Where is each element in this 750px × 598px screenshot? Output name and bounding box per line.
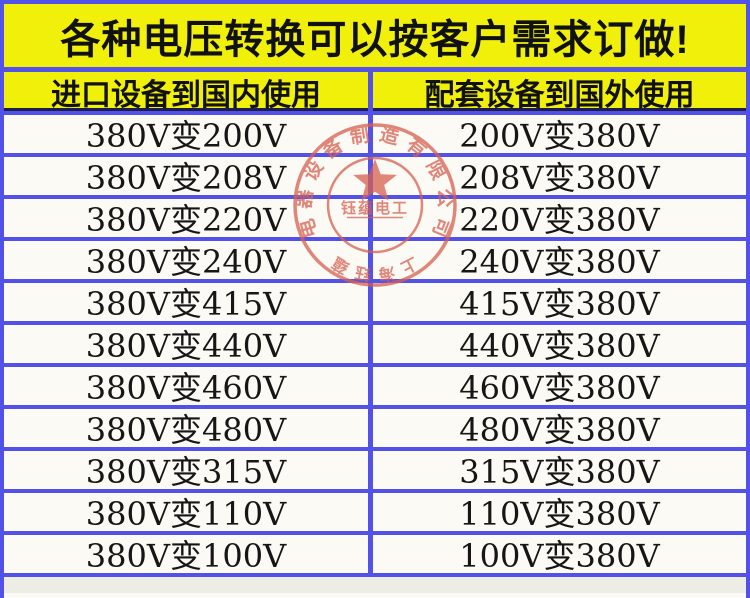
table-cell-export: 220V变380V [373,199,746,241]
table-cell-import: 380V变100V [4,535,373,577]
table-cell-export: 240V变380V [373,241,746,283]
table-cell-import: 380V变200V [4,115,373,157]
table-cell-import: 380V变440V [4,325,373,367]
table-cell-export: 480V变380V [373,409,746,451]
table-cell-export: 208V变380V [373,157,746,199]
table-cell-export: 415V变380V [373,283,746,325]
table-cell-import: 380V变315V [4,451,373,493]
bottom-cropped-row [4,577,746,593]
table-cell-import: 380V变240V [4,241,373,283]
table-cell-export: 110V变380V [373,493,746,535]
table-cell-import: 380V变208V [4,157,373,199]
column-header-export: 配套设备到国外使用 [373,72,746,115]
table-cell-export: 315V变380V [373,451,746,493]
table-cell-export: 100V变380V [373,535,746,577]
column-header-import: 进口设备到国内使用 [4,72,373,115]
table-cell-import: 380V变110V [4,493,373,535]
page-title: 各种电压转换可以按客户需求订做! [4,4,746,72]
table-cell-import: 380V变460V [4,367,373,409]
voltage-table: 进口设备到国内使用 配套设备到国外使用 380V变200V 200V变380V … [4,72,746,577]
table-cell-export: 440V变380V [373,325,746,367]
table-cell-export: 200V变380V [373,115,746,157]
table-cell-import: 380V变415V [4,283,373,325]
table-cell-import: 380V变480V [4,409,373,451]
table-cell-import: 380V变220V [4,199,373,241]
table-cell-export: 460V变380V [373,367,746,409]
